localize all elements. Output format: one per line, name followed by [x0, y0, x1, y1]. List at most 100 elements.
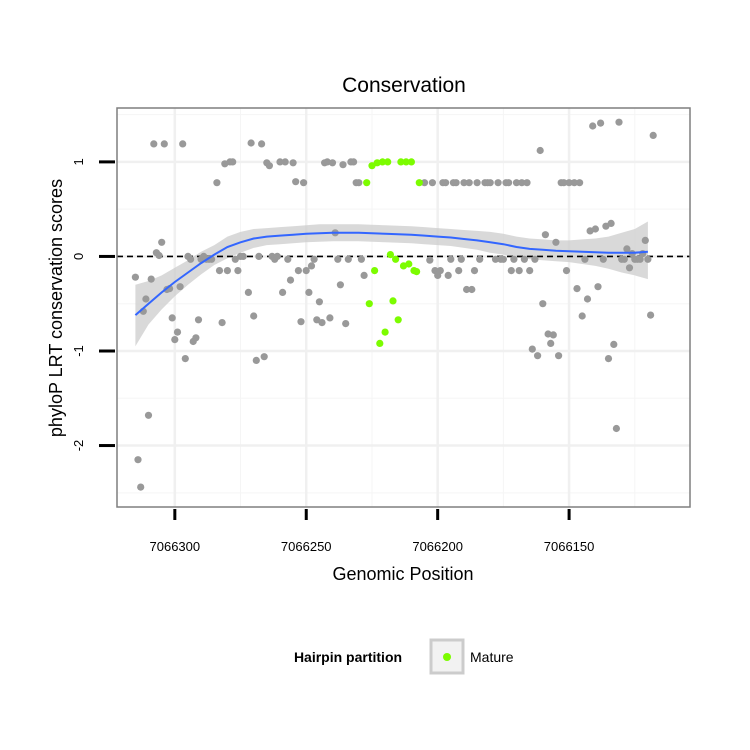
data-point — [473, 179, 481, 187]
data-point — [255, 252, 263, 260]
data-point — [499, 255, 507, 263]
data-point — [578, 312, 586, 320]
data-point — [625, 264, 634, 272]
data-point — [223, 267, 231, 275]
data-point — [326, 314, 334, 322]
data-point — [447, 255, 455, 263]
data-point — [213, 179, 221, 187]
data-point — [131, 273, 139, 281]
data-point — [541, 231, 550, 239]
data-point — [315, 298, 323, 306]
data-point-mature — [415, 179, 423, 187]
data-point-mature — [365, 300, 373, 308]
data-point — [218, 319, 226, 327]
confidence-band-layer — [135, 221, 648, 347]
y-axis-label: phyloP LRT conservation scores — [46, 179, 66, 437]
data-point — [286, 276, 295, 284]
data-point — [344, 255, 352, 263]
data-point — [234, 267, 242, 275]
data-point-mature — [363, 179, 371, 187]
data-point — [444, 271, 452, 279]
data-point — [284, 255, 292, 263]
data-point — [523, 179, 531, 187]
data-point — [604, 355, 613, 363]
data-point-mature — [381, 328, 389, 336]
data-point — [644, 255, 652, 263]
data-point — [229, 158, 237, 166]
data-point — [307, 262, 316, 270]
legend-key-mature — [443, 653, 451, 661]
data-point — [518, 179, 526, 187]
data-point — [555, 352, 563, 360]
data-point — [486, 179, 494, 187]
data-point — [297, 318, 305, 326]
points-layer — [131, 118, 657, 491]
y-tick-label: 0 — [71, 253, 86, 260]
data-point — [610, 340, 618, 348]
data-point — [460, 179, 468, 187]
data-point — [594, 283, 602, 291]
data-point — [436, 267, 444, 275]
x-tick-label: 7066150 — [544, 539, 595, 554]
data-point-mature — [384, 158, 392, 166]
data-point — [623, 245, 631, 253]
data-point — [158, 238, 166, 246]
data-point — [562, 267, 571, 275]
data-point — [455, 267, 463, 275]
data-point — [137, 483, 145, 491]
data-point — [355, 179, 363, 187]
smooth-line-layer — [134, 231, 648, 316]
data-point-mature — [378, 158, 387, 166]
data-point — [576, 179, 584, 187]
data-point — [476, 255, 484, 263]
legend: Hairpin partition Mature — [294, 638, 514, 675]
data-point — [179, 140, 187, 148]
data-point-mature — [371, 267, 379, 275]
data-point — [244, 288, 252, 296]
data-point-mature — [413, 268, 421, 276]
data-point — [510, 255, 518, 263]
data-point — [520, 255, 529, 263]
data-point — [294, 267, 302, 275]
data-point — [276, 158, 284, 166]
data-point — [318, 319, 326, 327]
data-point — [636, 255, 644, 263]
data-point-mature — [386, 251, 394, 259]
data-point — [463, 285, 471, 294]
data-point — [470, 267, 479, 275]
data-point — [531, 255, 539, 263]
data-point — [360, 271, 368, 279]
chart-title: Conservation — [342, 74, 466, 97]
data-point-mature — [402, 158, 410, 166]
data-point — [265, 162, 273, 170]
data-point — [192, 334, 200, 342]
data-point — [452, 179, 460, 187]
data-point — [239, 252, 247, 260]
smooth-line — [134, 231, 648, 316]
plot-area — [117, 108, 690, 507]
data-point — [512, 179, 521, 187]
data-point — [560, 179, 568, 187]
data-point — [547, 339, 555, 347]
data-point — [591, 225, 600, 233]
data-point — [187, 255, 195, 263]
data-point — [155, 251, 163, 260]
data-point — [250, 312, 258, 320]
data-point — [507, 267, 515, 275]
y-tick-label: -1 — [71, 345, 86, 357]
data-point-mature — [376, 339, 384, 347]
data-point — [465, 179, 473, 187]
data-point — [350, 158, 358, 166]
y-tick-label: -2 — [71, 440, 86, 452]
data-point — [300, 179, 308, 187]
plot-border — [116, 107, 691, 508]
data-point — [534, 352, 542, 360]
data-point-mature — [392, 255, 400, 263]
data-point — [539, 300, 547, 308]
data-point — [528, 345, 536, 353]
data-point — [168, 314, 176, 322]
data-point — [583, 295, 592, 303]
data-point — [289, 159, 297, 167]
data-point — [160, 140, 168, 148]
data-point — [336, 281, 344, 289]
